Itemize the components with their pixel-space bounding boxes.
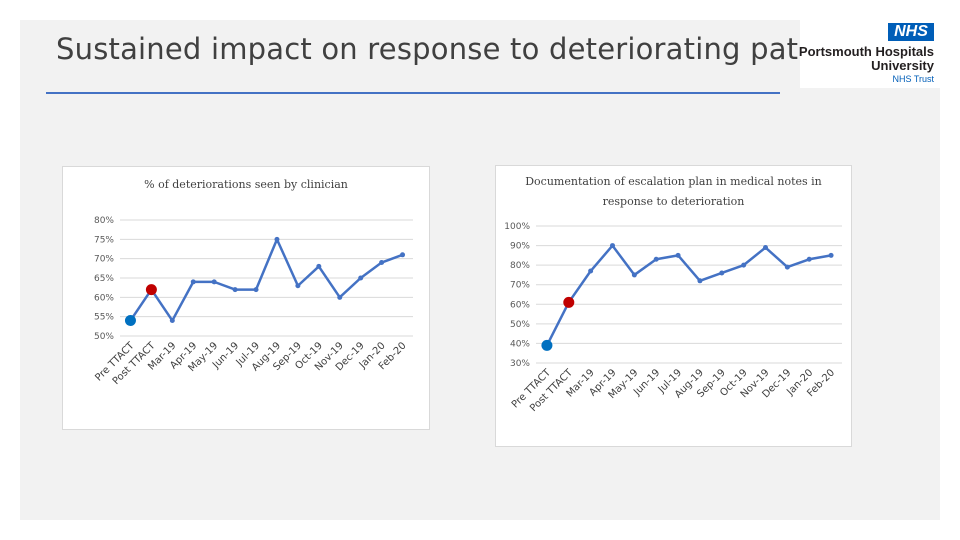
y-tick-label: 60% [510,300,530,310]
data-point-post [145,284,157,296]
data-point [400,252,406,258]
data-point [253,287,259,293]
data-point [588,268,594,274]
title-underline [46,92,780,94]
data-point [610,243,615,249]
data-point [675,252,681,258]
data-point [806,256,812,262]
chart-panel-escalation: Documentation of escalation plan in medi… [495,165,852,447]
y-tick-label: 80% [94,216,114,226]
y-tick-label: 65% [94,274,114,284]
nhs-logo-badge: NHS [888,23,934,41]
data-point [741,262,747,268]
y-tick-label: 50% [94,332,114,342]
data-point [316,263,322,269]
y-tick-label: 50% [510,320,530,330]
data-point [631,272,637,278]
data-point-post [563,296,575,308]
chart-title-clinician: % of deteriorations seen by clinician [144,178,348,191]
y-tick-label: 75% [94,235,114,245]
data-point [211,279,217,285]
logo-line-3: NHS Trust [892,74,934,84]
data-point [379,260,385,266]
y-tick-label: 70% [510,281,530,291]
series-line [129,238,403,322]
y-tick-label: 60% [94,293,114,303]
data-point [828,252,834,258]
data-point [190,279,196,285]
data-point-pre [124,315,136,327]
y-tick-label: 30% [510,359,530,369]
chart-title-escalation: Documentation of escalation plan in medi… [525,175,822,208]
logo-line-2: University [871,58,934,73]
y-tick-label: 80% [510,261,530,271]
data-point [295,283,301,289]
data-point-pre [541,339,553,351]
data-point [653,256,659,262]
y-tick-label: 100% [504,222,530,232]
nhs-trust-logo: NHS Portsmouth Hospitals University NHS … [798,20,940,88]
data-point [274,236,280,242]
slide-title: Sustained impact on response to deterior… [56,32,870,66]
y-tick-label: 40% [510,339,530,349]
slide: Sustained impact on response to deterior… [20,20,940,520]
series-line [545,244,832,346]
data-point [358,275,364,281]
data-point [719,270,725,276]
y-tick-label: 70% [94,255,114,265]
y-tick-label: 90% [510,242,530,252]
data-point [232,287,238,293]
chart-panel-clinician: % of deteriorations seen by clinician 50… [62,166,430,430]
data-point [697,278,703,284]
data-point [763,245,768,251]
data-point [337,294,343,300]
logo-line-1: Portsmouth Hospitals [798,44,934,59]
data-point [169,318,175,324]
data-point [784,264,790,270]
y-tick-label: 55% [94,313,114,323]
